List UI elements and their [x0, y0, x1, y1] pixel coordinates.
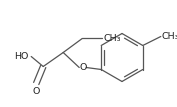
Text: O: O — [33, 88, 40, 97]
Text: CH₃: CH₃ — [103, 34, 121, 43]
Text: HO: HO — [14, 52, 28, 61]
Text: O: O — [79, 63, 87, 72]
Text: CH₃: CH₃ — [162, 32, 177, 41]
